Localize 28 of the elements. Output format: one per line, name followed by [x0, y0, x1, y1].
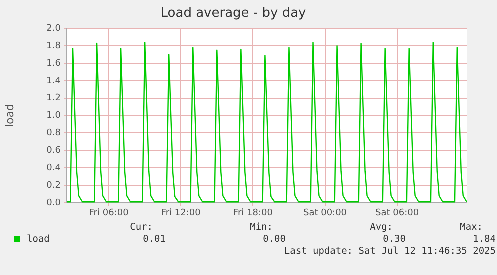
- y-tick-label: 0.6: [46, 146, 62, 156]
- text: Avg:: [370, 222, 393, 233]
- y-tick-label: 1.4: [46, 76, 62, 86]
- y-tick-label: 1.8: [46, 41, 62, 52]
- y-tick-label: 1.2: [46, 94, 61, 104]
- x-tick-label: Fri 18:00: [233, 208, 274, 219]
- y-tick-label: 0.2: [46, 180, 61, 191]
- y-tick-label: 0.0: [46, 198, 62, 208]
- chart-title: Load average - by day: [160, 6, 307, 22]
- text: Last update: Sat Jul 12 11:46:35 2025: [284, 246, 496, 257]
- y-tick-label: 0.4: [46, 163, 62, 174]
- text: Max:: [460, 222, 483, 233]
- text: 0.30: [383, 234, 406, 245]
- text: 0.00: [263, 234, 286, 245]
- x-tick-label: Sat 00:00: [303, 208, 348, 219]
- x-tick-label: Fri 06:00: [89, 208, 130, 219]
- text: Min:: [250, 222, 273, 233]
- x-tick-label: Sat 06:00: [376, 208, 420, 219]
- legend-label: load: [27, 234, 50, 245]
- y-tick-label: 1.6: [46, 58, 62, 69]
- y-axis-title: load: [3, 104, 16, 128]
- x-tick-label: Fri 12:00: [161, 208, 202, 219]
- y-tick-label: 1.0: [46, 111, 62, 122]
- text: 1.84: [473, 234, 496, 245]
- text: Cur:: [130, 222, 153, 233]
- y-tick-label: 0.8: [46, 128, 62, 139]
- y-tick-label: 2.0: [46, 24, 62, 34]
- text: 0.01: [143, 234, 166, 245]
